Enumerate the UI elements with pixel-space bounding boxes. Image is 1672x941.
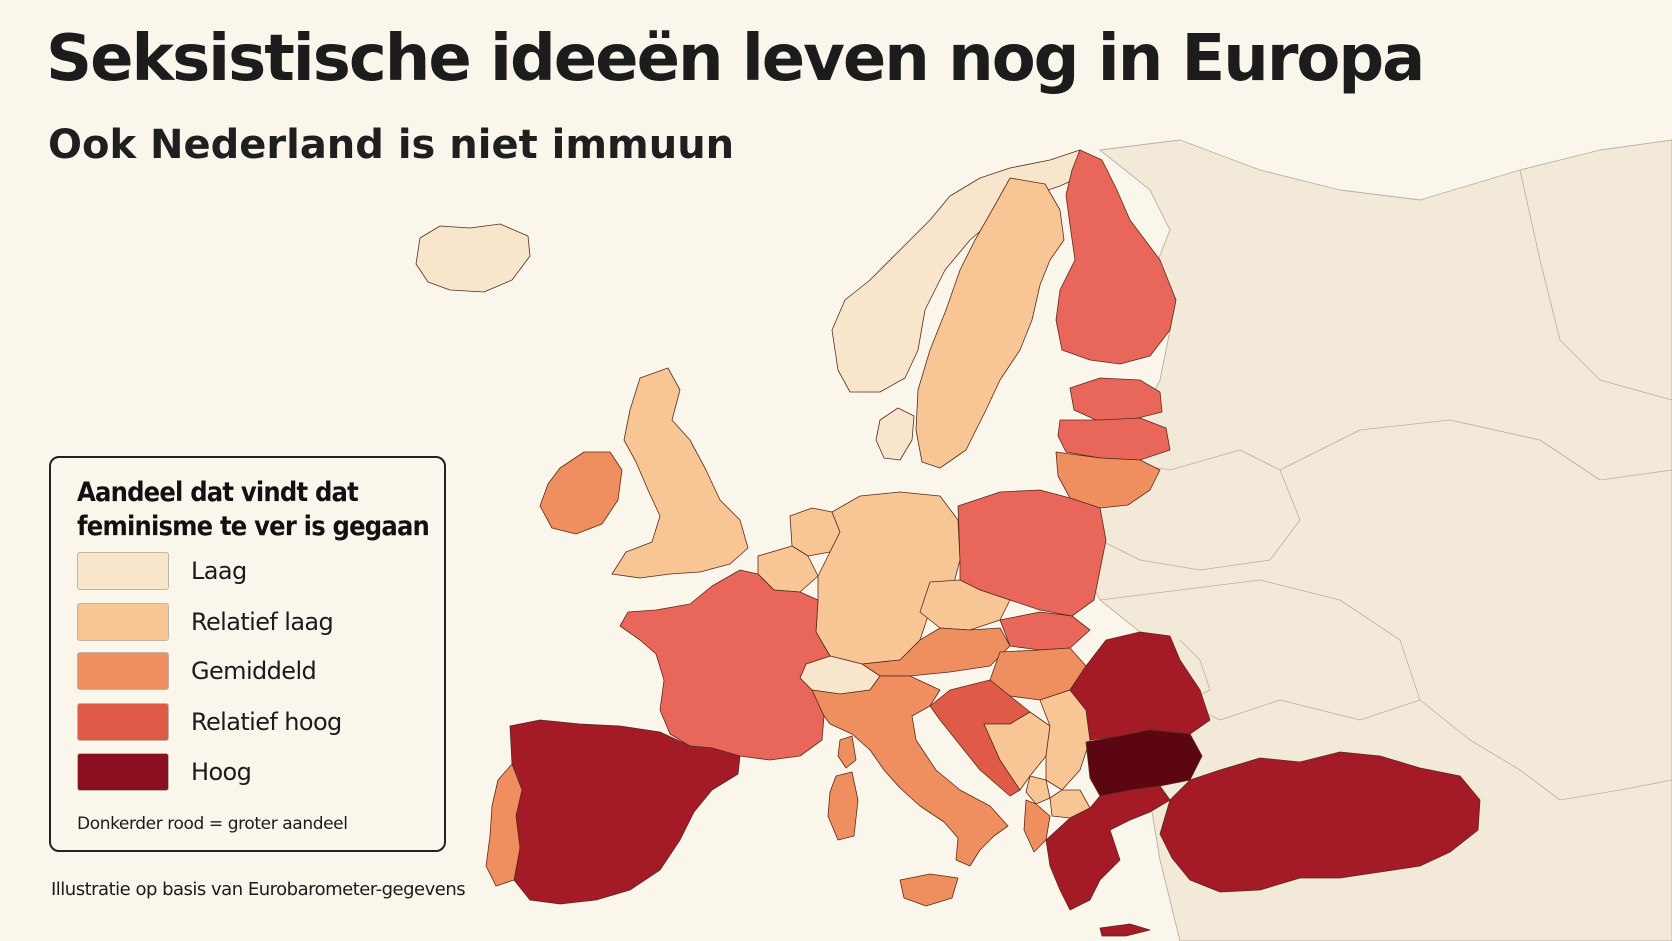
legend-swatch — [77, 552, 169, 590]
border-russia-inner — [1279, 419, 1672, 481]
region-lithuania — [1055, 451, 1161, 509]
region-finland — [1055, 149, 1177, 365]
legend-title: Aandeel dat vindt dat feminisme te ver i… — [77, 476, 437, 544]
page-title: Seksistische ideeën leven nog in Europa — [46, 22, 1425, 96]
legend-item-relatief-laag: Relatief laag — [77, 603, 417, 641]
region-montenegro — [1025, 775, 1051, 805]
region-crete — [1099, 923, 1151, 937]
legend-swatch — [77, 703, 169, 741]
region-sardinia — [827, 771, 859, 841]
region-ireland — [539, 451, 623, 535]
region-sweden — [915, 177, 1065, 469]
region-slovakia — [999, 611, 1091, 651]
region-united-kingdom — [611, 367, 749, 579]
legend-swatch — [77, 652, 169, 690]
region-romania — [1069, 631, 1211, 741]
region-spain — [509, 719, 741, 905]
legend-item-hoog: Hoog — [77, 753, 417, 791]
border-russia-south — [1419, 699, 1672, 801]
legend-label: Relatief hoog — [191, 708, 342, 736]
map-legend: Aandeel dat vindt dat feminisme te ver i… — [49, 456, 446, 852]
legend-label: Gemiddeld — [191, 657, 317, 685]
region-estonia — [1069, 377, 1163, 421]
legend-note: Donkerder rood = groter aandeel — [77, 814, 348, 834]
region-greece — [1045, 785, 1171, 911]
legend-title-line-2: feminisme te ver is gegaan — [77, 511, 430, 542]
legend-label: Laag — [191, 557, 247, 585]
region-albania — [1023, 799, 1051, 853]
legend-item-laag: Laag — [77, 552, 417, 590]
legend-item-gemiddeld: Gemiddeld — [77, 652, 417, 690]
legend-label: Hoog — [191, 758, 252, 786]
border-belarus — [1099, 449, 1301, 571]
region-latvia — [1057, 417, 1171, 461]
region-denmark — [875, 407, 915, 461]
region-corsica — [837, 735, 857, 769]
source-note: Illustratie op basis van Eurobarometer-g… — [51, 879, 466, 900]
legend-swatch — [77, 603, 169, 641]
legend-label: Relatief laag — [191, 608, 334, 636]
region-iceland — [415, 223, 531, 293]
region-portugal — [485, 763, 523, 887]
legend-item-relatief-hoog: Relatief hoog — [77, 703, 417, 741]
legend-swatch — [77, 753, 169, 791]
page-subtitle: Ook Nederland is niet immuun — [48, 122, 735, 168]
legend-title-line-1: Aandeel dat vindt dat — [77, 477, 359, 508]
border-russia-east — [1519, 169, 1672, 401]
region-italy — [811, 675, 1009, 867]
region-sicily — [899, 873, 959, 907]
region-france — [619, 569, 831, 761]
region-turkey — [1159, 751, 1481, 893]
